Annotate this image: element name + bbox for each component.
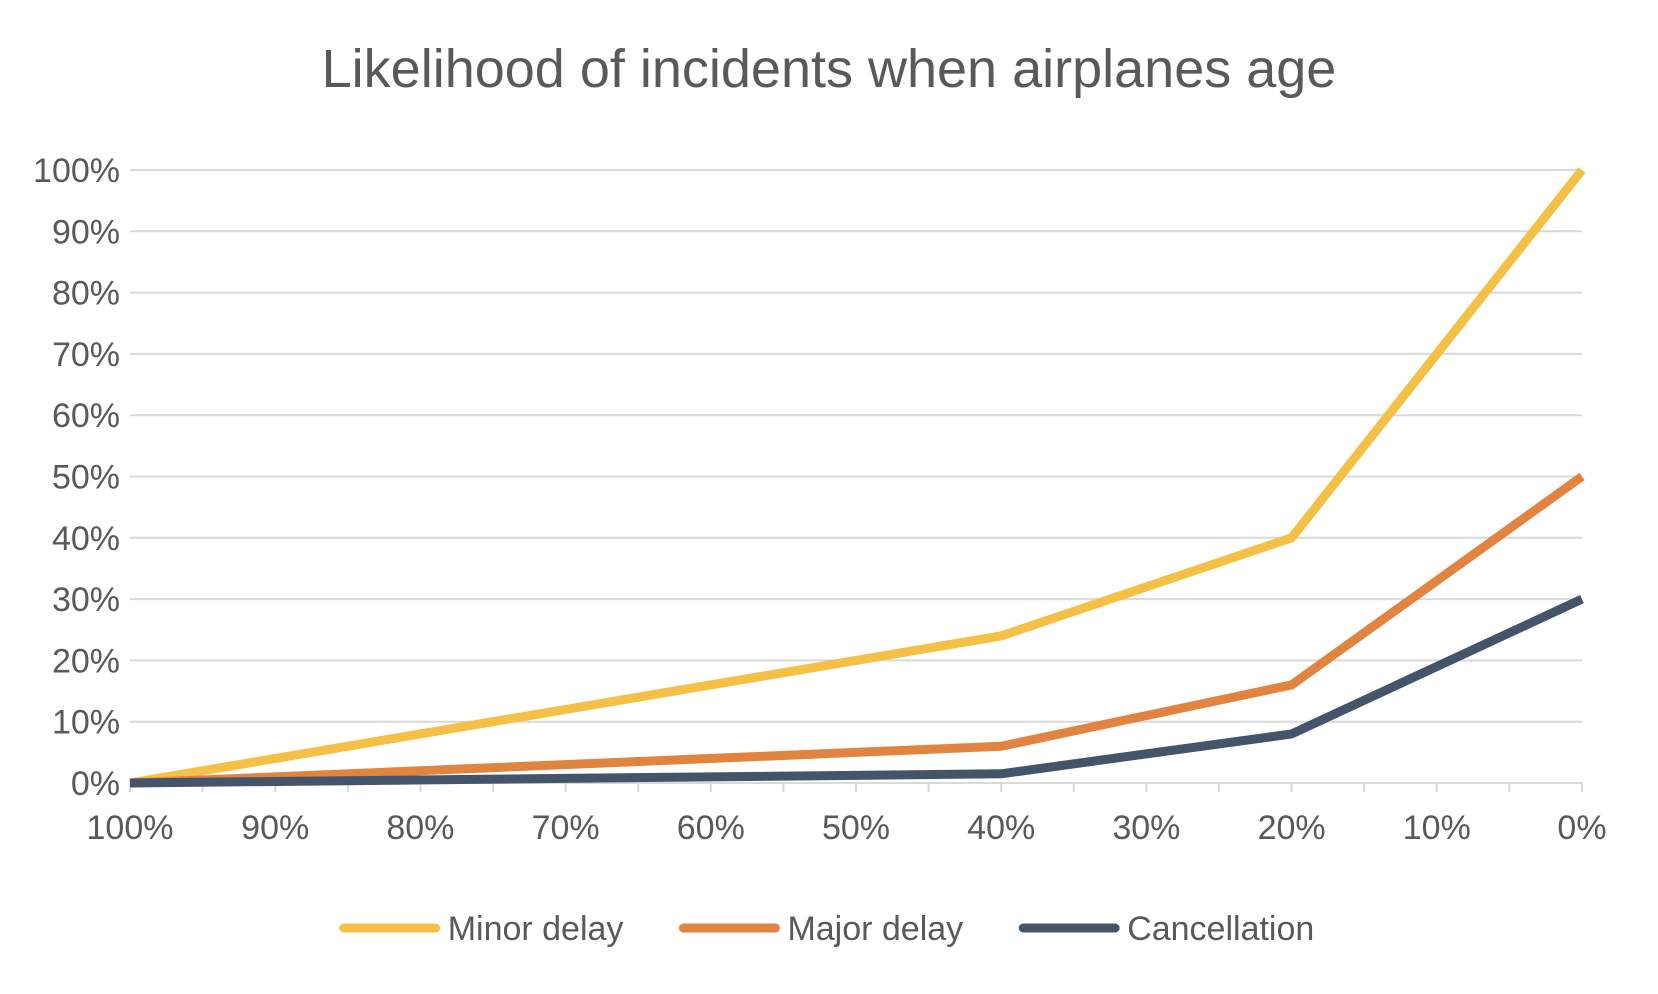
legend-label-minor-delay: Minor delay [448, 910, 624, 948]
chart-title: Likelihood of incidents when airplanes a… [321, 39, 1337, 99]
y-tick-label: 30% [52, 581, 120, 619]
x-tick-label: 90% [241, 809, 309, 847]
x-tick-label: 60% [677, 809, 745, 847]
series-line-cancellation [129, 595, 1584, 788]
legend: Minor delay Major delay Cancellation [339, 910, 1314, 948]
x-tick-label: 20% [1258, 809, 1326, 847]
y-tick-label: 90% [52, 213, 120, 251]
series-line-major-delay [129, 472, 1585, 788]
y-tick-label: 70% [52, 336, 120, 374]
x-tick-label: 50% [822, 809, 890, 847]
legend-label-cancellation: Cancellation [1127, 910, 1314, 948]
y-tick-label: 100% [33, 152, 120, 190]
y-tick-label: 20% [52, 642, 120, 680]
y-axis-labels: 0% 10% 20% 30% 40% 50% 60% 70% 80% 90% 100% [33, 152, 120, 803]
legend-label-major-delay: Major delay [787, 910, 963, 948]
series-lines [129, 167, 1586, 788]
series-line-minor-delay [129, 167, 1586, 788]
y-tick-label: 60% [52, 397, 120, 435]
x-tick-label: 0% [1557, 809, 1606, 847]
y-tick-label: 50% [52, 459, 120, 497]
y-tick-label: 0% [71, 765, 120, 803]
x-tick-label: 80% [386, 809, 454, 847]
x-axis-labels: 100% 90% 80% 70% 60% 50% 40% 30% 20% 10% 0% [87, 809, 1607, 847]
x-tick-label: 100% [87, 809, 174, 847]
y-tick-label: 10% [52, 704, 120, 742]
x-tick-label: 10% [1403, 809, 1471, 847]
x-tick-label: 70% [532, 809, 600, 847]
x-tick-label: 30% [1112, 809, 1180, 847]
y-tick-label: 80% [52, 275, 120, 313]
y-tick-label: 40% [52, 520, 120, 558]
x-tick-label: 40% [967, 809, 1035, 847]
